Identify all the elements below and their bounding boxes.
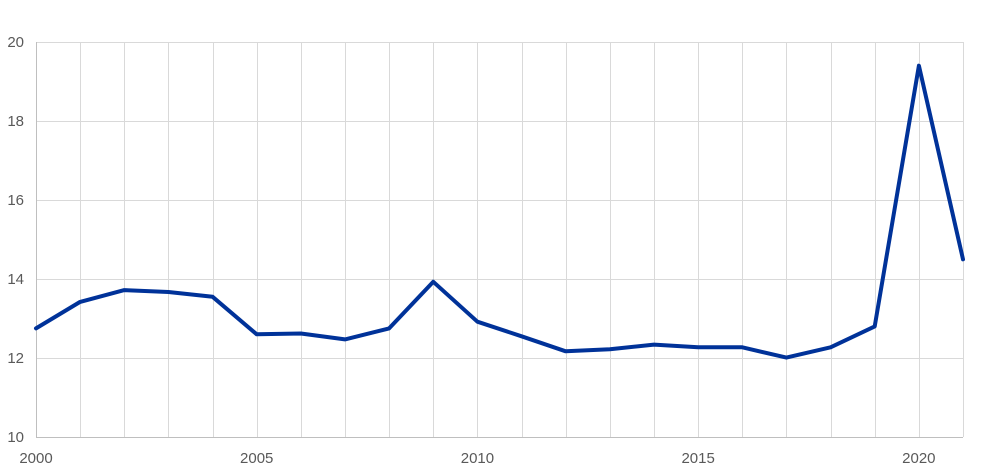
x-tick-label: 2020 <box>902 450 935 467</box>
y-tick-label: 20 <box>7 34 24 51</box>
series-line <box>34 63 965 360</box>
x-tick-label: 2000 <box>19 450 52 467</box>
x-tick-label: 2005 <box>240 450 273 467</box>
y-tick-label: 12 <box>7 350 24 367</box>
x-tick-label: 2015 <box>681 450 714 467</box>
gridlines <box>36 42 964 438</box>
y-tick-label: 18 <box>7 113 24 130</box>
x-tick-label: 2010 <box>461 450 494 467</box>
y-tick-label: 10 <box>7 429 24 446</box>
y-tick-label: 14 <box>7 271 24 288</box>
x-tick-labels: 2000 2005 2010 2015 2020 <box>19 450 935 467</box>
y-tick-label: 16 <box>7 192 24 209</box>
axes <box>36 42 963 438</box>
y-tick-labels: 10 12 14 16 18 20 <box>7 34 24 446</box>
series-layer <box>34 63 965 360</box>
